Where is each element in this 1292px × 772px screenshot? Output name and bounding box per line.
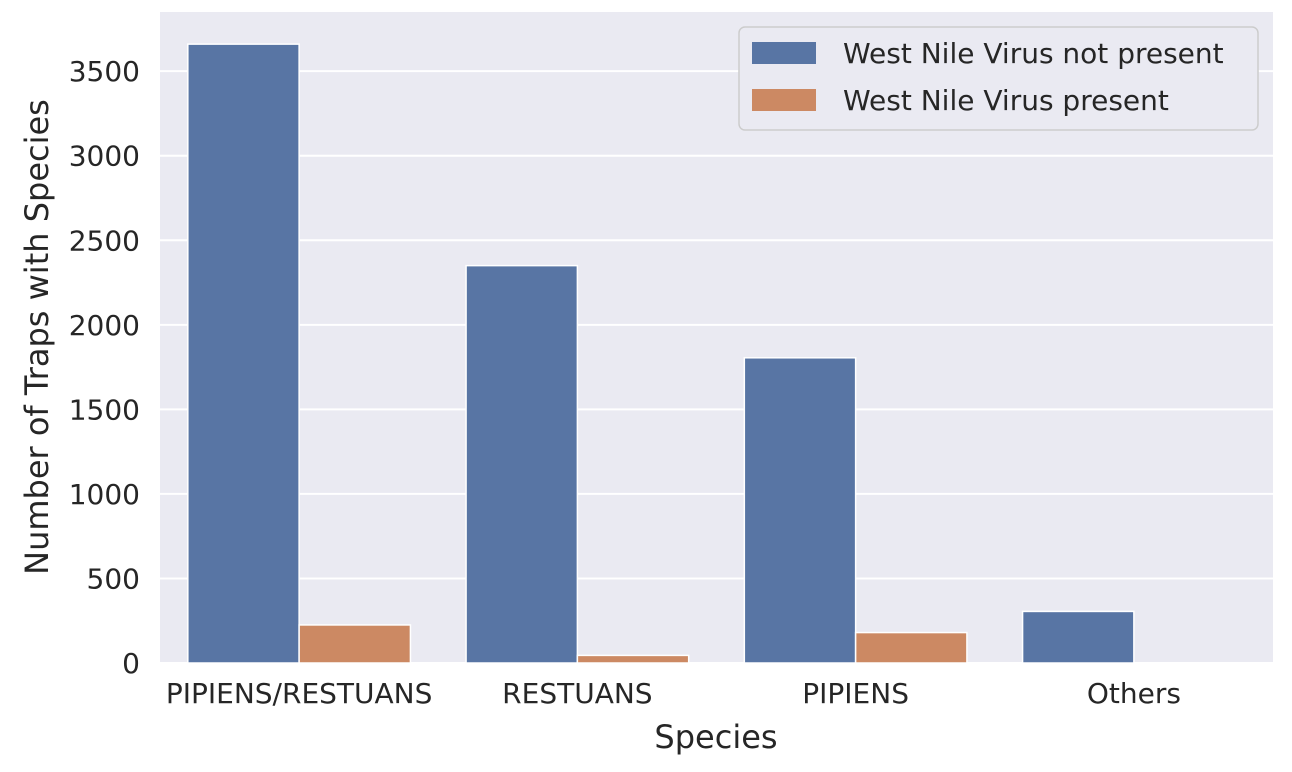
y-tick-label: 1000 [69,478,140,511]
legend-box [738,26,1259,131]
x-tick-label: RESTUANS [502,677,652,710]
bars [187,43,1135,664]
y-tick-label: 1500 [69,393,140,426]
x-tick-label: Others [1087,677,1181,710]
bar [576,654,690,664]
y-tick-label: 3500 [69,55,140,88]
legend-label-present: West Nile Virus present [843,84,1169,117]
x-tick-label: PIPIENS/RESTUANS [166,677,433,710]
legend: West Nile Virus not present West Nile Vi… [738,26,1259,131]
bar [743,357,857,664]
y-tick-labels: 0 500 1000 1500 2000 2500 3000 3500 [69,55,140,680]
y-tick-label: 2000 [69,309,140,342]
y-tick-label: 0 [122,647,140,680]
legend-label-not-present: West Nile Virus not present [843,37,1224,70]
y-tick-label: 3000 [69,140,140,173]
bar [854,631,968,664]
bar [1021,610,1135,664]
x-tick-label: PIPIENS [802,677,909,710]
legend-swatch-present [752,89,816,111]
y-tick-label: 2500 [69,224,140,257]
x-tick-labels: PIPIENS/RESTUANS RESTUANS PIPIENS Others [166,677,1181,710]
y-tick-label: 500 [87,562,140,595]
bar [187,43,300,664]
x-axis-label: Species [654,718,777,756]
y-axis-label: Number of Traps with Species [18,99,56,575]
bar [465,264,579,664]
bar [298,624,412,664]
legend-swatch-not-present [752,42,816,64]
